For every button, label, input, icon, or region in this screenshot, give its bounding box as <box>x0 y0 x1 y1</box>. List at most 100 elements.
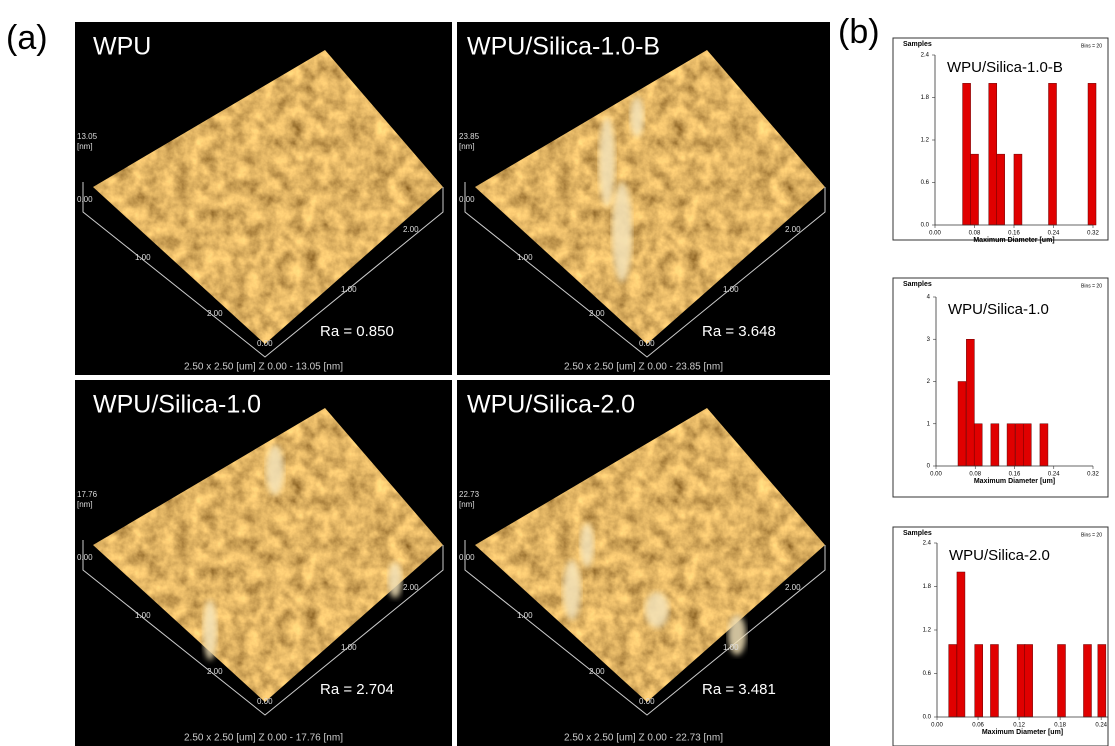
scan-caption: 2.50 x 2.50 [um] Z 0.00 - 17.76 [nm] <box>184 733 343 744</box>
afm-peak <box>203 600 217 660</box>
y-tick-label: 2.4 <box>921 53 930 59</box>
y-tick-label: 0.6 <box>923 671 932 677</box>
z-max-label: 23.85 <box>459 132 480 141</box>
z-max-label: 13.05 <box>77 132 98 141</box>
axis-label: 2.00 <box>207 309 223 318</box>
image-title: WPU <box>93 33 151 61</box>
afm-peak <box>612 182 632 282</box>
bar <box>1098 645 1106 718</box>
bar <box>1083 645 1091 718</box>
x-axis-label: Maximum Diameter [um] <box>974 478 1055 485</box>
bar <box>1049 83 1057 225</box>
axis-label: 1.00 <box>723 643 739 652</box>
z-unit-label: [nm] <box>459 500 475 509</box>
z-unit-label: [nm] <box>77 142 93 151</box>
axis-label: 2.00 <box>785 225 801 234</box>
x-tick-label: 0.08 <box>969 231 981 237</box>
x-tick-label: 0.00 <box>931 723 943 729</box>
chart-title: WPU/Silica-1.0 <box>948 301 1049 318</box>
y-tick-label: 2.4 <box>923 541 932 547</box>
axis-label: 0.00 <box>77 553 93 562</box>
bins-label: Bins = 20 <box>1081 532 1102 538</box>
axis-label: 1.00 <box>341 643 357 652</box>
bar <box>990 645 998 718</box>
x-tick-label: 0.06 <box>972 723 984 729</box>
bar <box>1088 83 1096 225</box>
bins-label: Bins = 20 <box>1081 283 1102 289</box>
x-tick-label: 0.24 <box>1048 231 1060 237</box>
z-unit-label: [nm] <box>77 500 93 509</box>
x-tick-label: 0.32 <box>1087 231 1099 237</box>
x-tick-label: 0.16 <box>1009 472 1021 478</box>
axis-label: 1.00 <box>517 611 533 620</box>
bar <box>1023 424 1031 466</box>
bar <box>958 382 966 467</box>
y-tick-label: 1.8 <box>921 95 930 101</box>
chart-title: WPU/Silica-1.0-B <box>947 59 1063 76</box>
bar <box>989 83 997 225</box>
bar <box>1040 424 1048 466</box>
z-unit-label: [nm] <box>459 142 475 151</box>
bar <box>975 645 983 718</box>
image-title: WPU/Silica-2.0 <box>467 391 635 419</box>
x-tick-label: 0.18 <box>1054 723 1066 729</box>
axis-label: 0.00 <box>77 195 93 204</box>
x-tick-label: 0.16 <box>1008 231 1020 237</box>
x-tick-label: 0.32 <box>1087 472 1099 478</box>
afm-peak <box>630 97 644 137</box>
x-axis-label: Maximum Diameter [um] <box>982 729 1063 736</box>
y-tick-label: 1.8 <box>923 584 932 590</box>
afm-image: WPU/Silica-1.0-B23.85[nm]0.002.001.001.0… <box>457 22 830 375</box>
y-axis-label: Samples <box>903 41 932 48</box>
axis-label: 2.00 <box>785 583 801 592</box>
bar <box>991 424 999 466</box>
bar <box>1007 424 1015 466</box>
axis-label: 1.00 <box>517 253 533 262</box>
bar <box>997 154 1005 225</box>
x-axis-label: Maximum Diameter [um] <box>973 237 1054 244</box>
axis-label: 1.00 <box>341 285 357 294</box>
bar <box>1015 424 1023 466</box>
bar <box>974 424 982 466</box>
scan-caption: 2.50 x 2.50 [um] Z 0.00 - 23.85 [nm] <box>564 362 723 373</box>
y-tick-label: 1.2 <box>921 138 930 144</box>
axis-label: 2.00 <box>403 583 419 592</box>
bar <box>966 339 974 466</box>
roughness-label: Ra = 2.704 <box>320 681 394 698</box>
x-tick-label: 0.24 <box>1095 723 1107 729</box>
afm-peak <box>563 560 581 620</box>
afm-peak <box>599 117 615 207</box>
bar <box>1025 645 1033 718</box>
y-axis-label: Samples <box>903 530 932 537</box>
afm-peak <box>388 562 402 598</box>
y-tick-label: 0.6 <box>921 180 930 186</box>
afm-peak <box>580 523 594 567</box>
bar <box>1014 154 1022 225</box>
scan-caption: 2.50 x 2.50 [um] Z 0.00 - 13.05 [nm] <box>184 362 343 373</box>
image-title: WPU/Silica-1.0-B <box>467 33 660 61</box>
image-title: WPU/Silica-1.0 <box>93 391 261 419</box>
y-tick-label: 0.0 <box>923 715 932 721</box>
axis-label: 0.00 <box>639 697 655 706</box>
afm-peak <box>266 445 284 495</box>
roughness-label: Ra = 3.481 <box>702 681 776 698</box>
axis-label: 2.00 <box>589 667 605 676</box>
x-tick-label: 0.08 <box>969 472 981 478</box>
axis-label: 0.00 <box>257 697 273 706</box>
bar <box>971 154 979 225</box>
figure: (a) (b) WPU13.05[nm]0.002.001.001.002.00… <box>0 0 1115 746</box>
axis-label: 2.00 <box>403 225 419 234</box>
roughness-label: Ra = 0.850 <box>320 323 394 340</box>
chart-title: WPU/Silica-2.0 <box>949 547 1050 564</box>
y-tick-label: 0.0 <box>921 223 930 229</box>
axis-label: 1.00 <box>135 611 151 620</box>
axis-label: 2.00 <box>207 667 223 676</box>
histogram-panel: 0.0 0.6 1.2 1.8 2.4 0.00 0.08 0.16 0.24 0.32 Sampl… <box>893 38 1108 746</box>
afm-peak <box>645 592 669 628</box>
axis-label: 1.00 <box>723 285 739 294</box>
y-axis-label: Samples <box>903 281 932 288</box>
